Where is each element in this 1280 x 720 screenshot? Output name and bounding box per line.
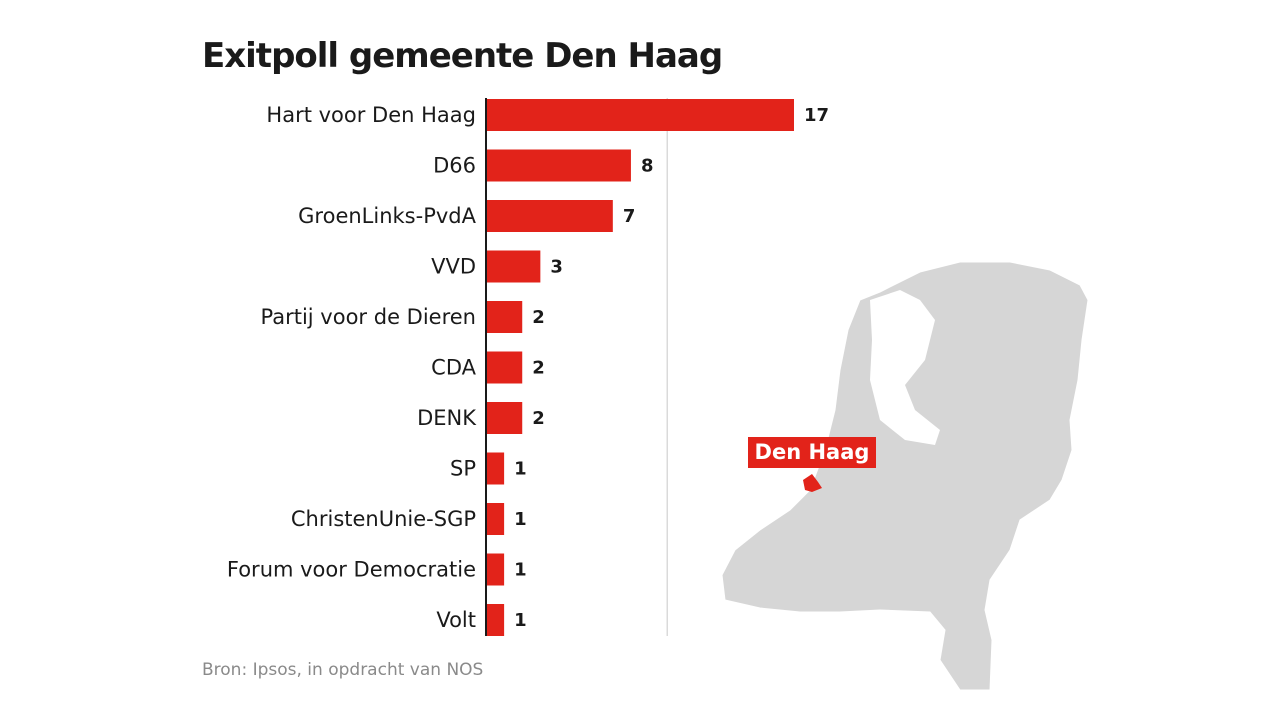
bar: [486, 402, 523, 434]
category-label: CDA: [431, 356, 476, 380]
value-label: 1: [514, 509, 527, 530]
value-label: 1: [514, 610, 527, 631]
category-label: VVD: [431, 255, 476, 279]
bar: [486, 200, 613, 232]
bar: [486, 301, 523, 333]
value-label: 7: [623, 206, 636, 227]
bar: [486, 452, 505, 485]
bar: [486, 604, 505, 636]
category-label: Hart voor Den Haag: [266, 103, 476, 127]
value-label: 2: [532, 358, 545, 379]
map-label-den-haag: Den Haag: [748, 437, 876, 468]
category-label: GroenLinks-PvdA: [298, 204, 476, 228]
bar: [486, 250, 541, 283]
category-label: Forum voor Democratie: [227, 558, 476, 582]
bar: [486, 99, 794, 131]
value-label: 8: [641, 156, 654, 177]
value-label: 1: [514, 560, 527, 581]
category-label: SP: [450, 457, 476, 481]
chart-title: Exitpoll gemeente Den Haag: [202, 36, 723, 76]
den-haag-highlight: [803, 474, 822, 492]
value-label: 1: [514, 459, 527, 480]
map-land: [721, 261, 1089, 691]
bar: [486, 149, 631, 182]
category-label: ChristenUnie-SGP: [291, 507, 476, 531]
category-label: Partij voor de Dieren: [261, 305, 477, 329]
bar: [486, 351, 523, 384]
bar: [486, 503, 505, 535]
value-label: 2: [532, 408, 545, 429]
value-label: 17: [804, 105, 829, 126]
ijsselmeer: [870, 290, 940, 445]
source-note: Bron: Ipsos, in opdracht van NOS: [202, 660, 484, 680]
value-label: 3: [550, 257, 563, 278]
value-label: 2: [532, 307, 545, 328]
bar: [486, 553, 505, 586]
category-label: Volt: [436, 608, 476, 632]
category-label: DENK: [417, 406, 477, 430]
category-label: D66: [433, 154, 476, 178]
